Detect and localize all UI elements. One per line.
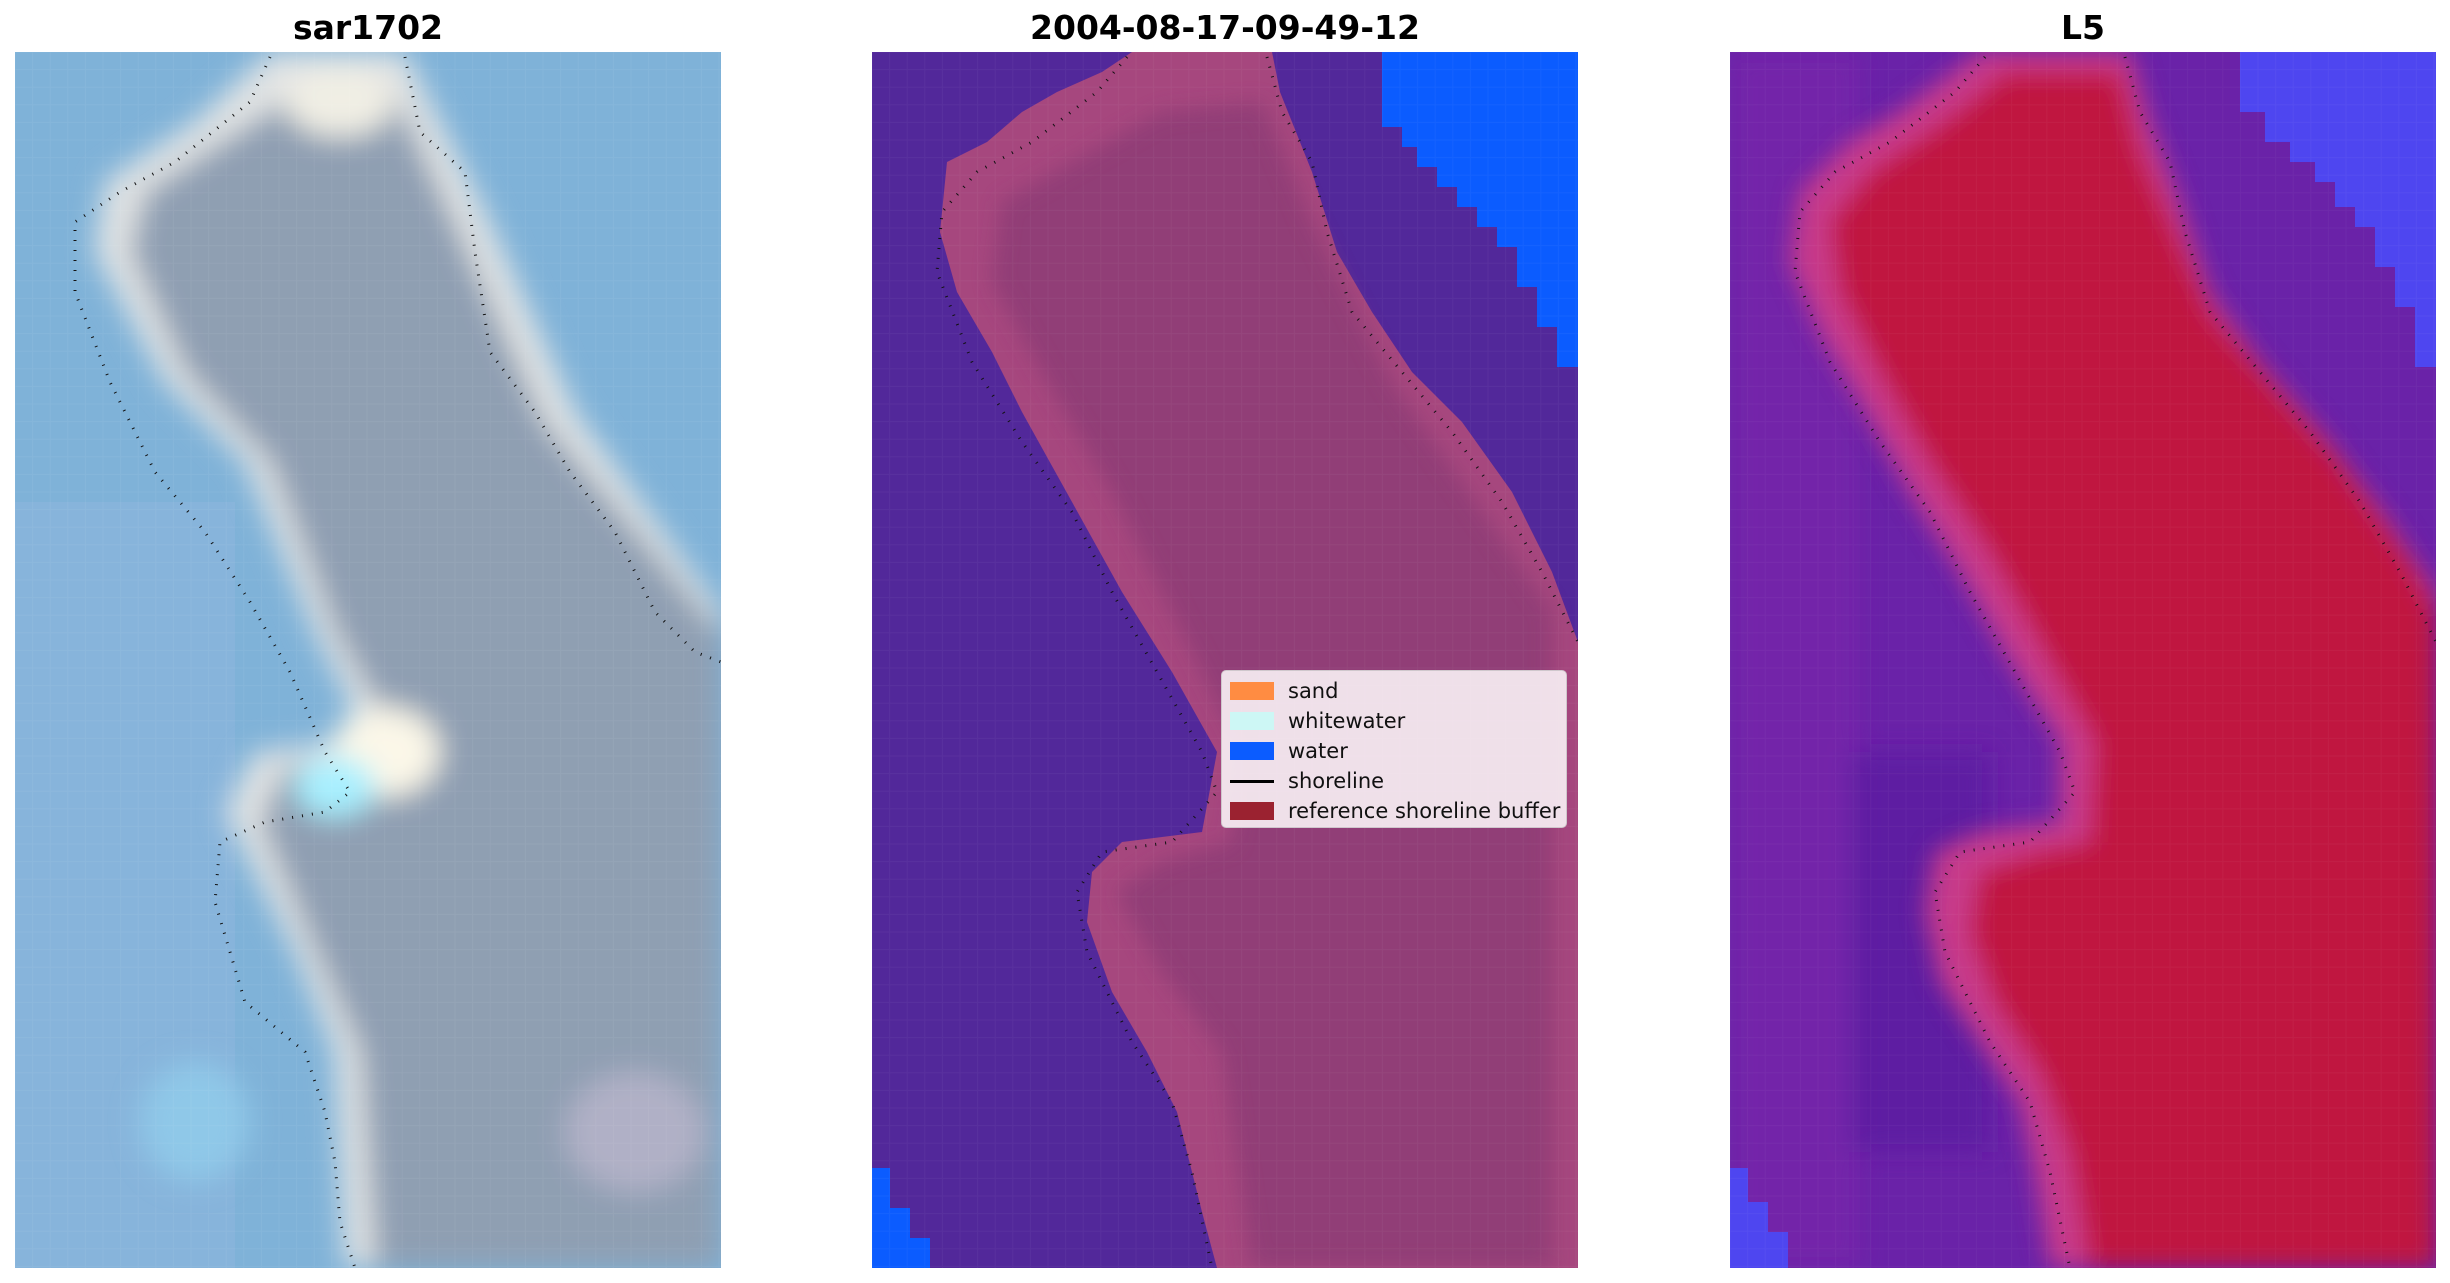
legend-label: water <box>1288 739 1348 763</box>
legend: sand whitewater water shoreline referenc… <box>1221 670 1567 828</box>
shoreline-line-icon <box>1230 779 1274 783</box>
legend-label: sand <box>1288 679 1339 703</box>
legend-label: whitewater <box>1288 709 1406 733</box>
legend-item-water: water <box>1230 736 1558 766</box>
legend-item-sand: sand <box>1230 676 1558 706</box>
panel-title-index: L5 <box>2061 8 2105 47</box>
panel-title-classified: 2004-08-17-09-49-12 <box>1030 8 1420 47</box>
whitewater-swatch-icon <box>1230 712 1274 730</box>
index-image-panel <box>1730 52 2436 1268</box>
legend-label: shoreline <box>1288 769 1385 793</box>
classified-image <box>872 52 1578 1268</box>
legend-item-reference-buffer: reference shoreline buffer <box>1230 796 1561 826</box>
legend-label: reference shoreline buffer <box>1288 799 1561 823</box>
rgb-image <box>15 52 721 1268</box>
classified-image-panel <box>872 52 1578 1268</box>
legend-item-shoreline: shoreline <box>1230 766 1558 796</box>
legend-item-whitewater: whitewater <box>1230 706 1558 736</box>
water-swatch-icon <box>1230 742 1274 760</box>
buffer-swatch-icon <box>1230 802 1274 820</box>
panel-title-rgb: sar1702 <box>292 8 444 47</box>
rgb-image-panel <box>15 52 721 1268</box>
index-image <box>1730 52 2436 1268</box>
sand-swatch-icon <box>1230 682 1274 700</box>
